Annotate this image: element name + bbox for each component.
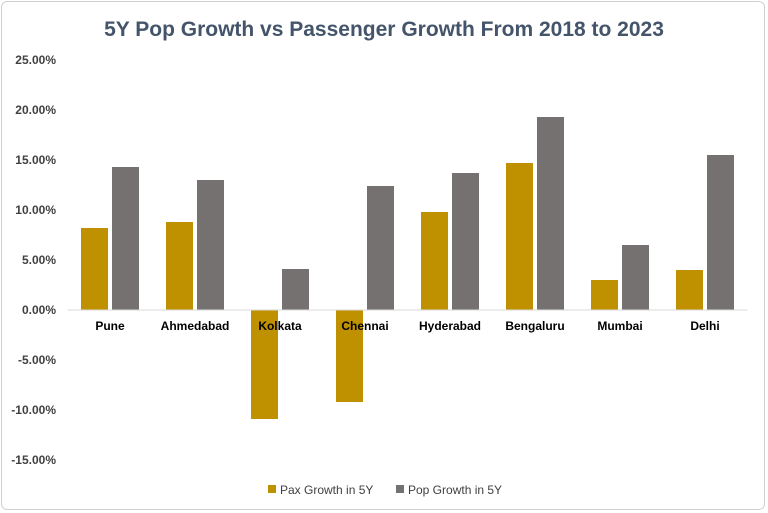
bar-pax-hyderabad [421, 212, 448, 310]
bar-pax-ahmedabad [166, 222, 193, 310]
y-tick-label: -15.00% [11, 453, 56, 467]
category-label: Hyderabad [419, 319, 481, 333]
bar-pop-bengaluru [537, 117, 564, 310]
legend-swatch [396, 485, 404, 493]
bar-pop-pune [112, 167, 139, 310]
y-tick-label: 0.00% [22, 303, 56, 317]
bar-pax-chennai [336, 310, 363, 402]
bar-pax-bengaluru [506, 163, 533, 310]
y-tick-label: 25.00% [15, 53, 56, 67]
y-tick-label: 15.00% [15, 153, 56, 167]
category-label: Kolkata [258, 319, 302, 333]
bar-pop-kolkata [282, 269, 309, 310]
category-label: Delhi [690, 319, 719, 333]
bar-pop-mumbai [622, 245, 649, 310]
category-label: Ahmedabad [161, 319, 230, 333]
legend-label: Pax Growth in 5Y [280, 483, 373, 497]
bar-pax-kolkata [251, 310, 278, 419]
bar-pop-delhi [707, 155, 734, 310]
y-tick-label: -5.00% [18, 353, 56, 367]
bar-pop-ahmedabad [197, 180, 224, 310]
y-tick-label: 5.00% [22, 253, 56, 267]
bar-pax-delhi [676, 270, 703, 310]
bar-pop-chennai [367, 186, 394, 310]
bar-pax-mumbai [591, 280, 618, 310]
legend-swatch [268, 485, 276, 493]
bar-pop-hyderabad [452, 173, 479, 310]
y-tick-label: 10.00% [15, 203, 56, 217]
category-label: Mumbai [597, 319, 642, 333]
category-label: Bengaluru [505, 319, 564, 333]
legend-label: Pop Growth in 5Y [408, 483, 502, 497]
category-label: Chennai [341, 319, 388, 333]
chart-title: 5Y Pop Growth vs Passenger Growth From 2… [104, 18, 664, 41]
bar-pax-pune [81, 228, 108, 310]
y-tick-label: 20.00% [15, 103, 56, 117]
category-label: Pune [95, 319, 125, 333]
y-tick-label: -10.00% [11, 403, 56, 417]
